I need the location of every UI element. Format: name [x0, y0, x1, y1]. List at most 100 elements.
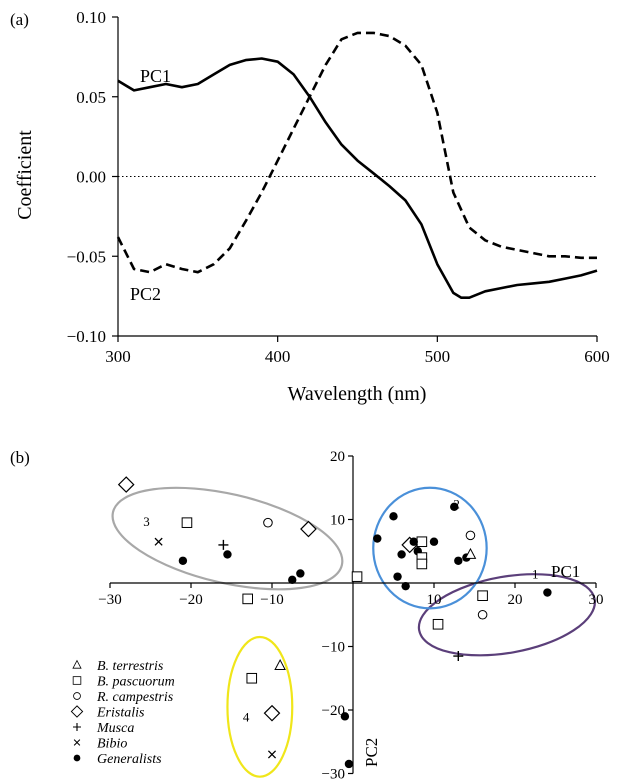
legend-marker-square: [72, 676, 82, 685]
point-square: [432, 618, 444, 630]
pc1-line: [117, 57, 598, 299]
legend-marker-plus: [72, 722, 81, 731]
panel-a-y-tick-label: 0.00: [76, 168, 106, 187]
cluster-3-label: 3: [143, 514, 150, 529]
pc2-axis-name: PC2: [362, 738, 381, 767]
pc1-axis-name: PC1: [551, 562, 580, 581]
point-dot: [409, 537, 418, 546]
point-dot: [401, 581, 410, 591]
point-square: [416, 558, 428, 570]
panel-b: (b) −30 −20 −10 10 20 30 20 10 −10 −20 −30 1 2 3 4 PC…: [10, 448, 604, 783]
panel-a-series: [116, 31, 598, 299]
legend-symbol-circle: [73, 692, 81, 700]
point-dot: [393, 572, 402, 581]
point-dot: [397, 550, 406, 559]
point-circle: [477, 609, 488, 620]
point-triangle: [274, 658, 286, 671]
legend-item-label: B. terrestris: [97, 659, 164, 674]
point-dot: [450, 502, 459, 511]
legend-item-label: Musca: [96, 721, 134, 736]
panel-b-axes: −30 −20 −10 10 20 30 20 10 −10 −20 −30: [98, 449, 603, 783]
panel-b-x-tick-label: −20: [179, 592, 202, 608]
point-plus: [218, 539, 229, 550]
legend-symbol-dot: [73, 754, 81, 762]
legend-symbol-cross: [73, 739, 81, 746]
point-diamond: [117, 476, 135, 493]
point-square: [416, 536, 428, 548]
panel-a-y-tick-label: −0.05: [67, 247, 106, 266]
point-square: [181, 517, 193, 528]
point-dot: [389, 512, 398, 521]
pc2-line: [116, 31, 597, 274]
panel-b-points: [117, 476, 552, 769]
point-dot: [223, 550, 232, 559]
point-cross: [154, 537, 163, 546]
legend-marker-circle: [73, 692, 81, 700]
point-circle: [465, 530, 476, 541]
cluster-3-ellipse: [111, 486, 344, 591]
cluster-2-label: 2: [453, 497, 460, 512]
panel-b-x-tick-label: 10: [427, 592, 442, 608]
panel-a-x-tick-label: 300: [105, 347, 131, 366]
point-square: [242, 593, 253, 605]
panel-b-y-tick-label: −10: [322, 640, 345, 656]
panel-a-xlabel: Wavelength (nm): [288, 383, 427, 405]
point-plus: [453, 651, 464, 662]
legend-symbol-plus: [72, 722, 81, 731]
panel-a-axes: −0.10 −0.05 0.00 0.05 0.10 300 400 500 600: [67, 8, 610, 366]
point-dot: [296, 569, 305, 578]
legend-item-label: B. pascuorum: [97, 675, 175, 690]
panel-a-x-tick-label: 500: [425, 347, 451, 366]
panel-b-y-tick-label: 10: [330, 513, 345, 529]
panel-a-y-tick-label: 0.05: [76, 88, 106, 107]
panel-b-cluster-labels: 1 2 3 4: [143, 497, 538, 725]
point-dot: [373, 534, 382, 543]
panel-a-ylabel: Coefficient: [14, 130, 36, 220]
point-dot: [288, 575, 297, 585]
legend-marker-dot: [73, 754, 81, 762]
legend-marker-triangle: [72, 659, 82, 669]
cluster-1-ellipse: [417, 573, 596, 657]
cluster-4-label: 4: [243, 709, 250, 724]
panel-b-label: (b): [10, 448, 30, 467]
panel-a-y-tick-label: 0.10: [76, 8, 106, 27]
legend-marker-cross: [73, 739, 81, 746]
panel-b-y-tick-label: −30: [322, 767, 345, 783]
panel-b-x-tick-label: −10: [260, 592, 283, 608]
panel-b-x-tick-label: 30: [589, 592, 604, 608]
legend-symbol-diamond: [70, 705, 84, 718]
panel-b-clusters: [111, 486, 596, 778]
legend-marker-diamond: [70, 705, 84, 718]
point-dot: [429, 537, 439, 546]
point-dot: [340, 712, 350, 721]
panel-b-y-tick-label: 20: [330, 449, 345, 465]
point-dot: [543, 588, 552, 597]
cluster-4-ellipse: [226, 635, 294, 778]
point-square: [477, 590, 488, 602]
pc1-series-label: PC1: [140, 66, 171, 86]
legend-item-label: Eristalis: [96, 706, 145, 721]
panel-a-x-tick-label: 400: [265, 347, 291, 366]
point-dot: [454, 556, 463, 565]
cluster-1-label: 1: [532, 566, 539, 581]
panel-a-x-tick-label: 600: [584, 347, 610, 366]
point-diamond: [300, 520, 317, 538]
point-circle: [263, 517, 273, 528]
panel-b-x-tick-label: −30: [98, 592, 121, 608]
pc2-series-label: PC2: [130, 284, 161, 304]
point-dot: [178, 556, 188, 565]
legend-item-label: Bibio: [97, 737, 127, 752]
panel-b-x-tick-label: 20: [508, 592, 523, 608]
legend-item-label: R. campestris: [96, 690, 174, 705]
point-square: [351, 571, 363, 582]
cluster-2-ellipse: [372, 486, 488, 610]
point-triangle: [464, 547, 477, 559]
point-diamond: [263, 704, 281, 722]
panel-b-y-tick-label: −20: [322, 703, 345, 719]
point-cross: [267, 750, 277, 759]
legend-item-label: Generalists: [97, 752, 162, 767]
point-dot: [344, 759, 354, 769]
panel-a: (a) Coefficient Wavelength (nm) −0.10−0.…: [10, 8, 610, 405]
panel-a-y-tick-label: −0.10: [67, 327, 106, 346]
